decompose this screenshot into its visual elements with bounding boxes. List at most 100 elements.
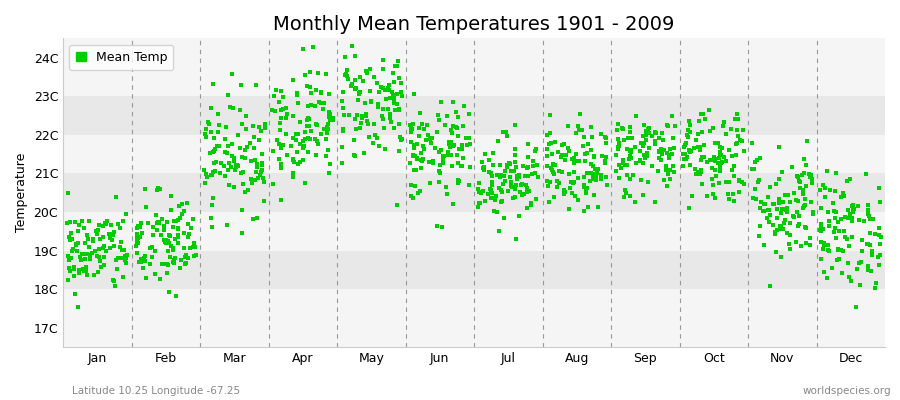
- Point: [568, 192, 582, 199]
- Point: [409, 183, 423, 190]
- Point: [132, 259, 147, 265]
- Point: [652, 135, 667, 141]
- Point: [67, 264, 81, 270]
- Point: [639, 128, 653, 134]
- Point: [635, 140, 650, 146]
- Point: [130, 234, 144, 240]
- Point: [395, 93, 410, 100]
- Point: [874, 234, 888, 240]
- Point: [644, 163, 659, 169]
- Point: [370, 135, 384, 141]
- Point: [482, 156, 496, 163]
- Point: [665, 151, 680, 158]
- Point: [70, 304, 85, 310]
- Point: [435, 224, 449, 230]
- Point: [167, 257, 182, 263]
- Point: [623, 148, 637, 154]
- Point: [211, 110, 225, 117]
- Point: [657, 147, 671, 153]
- Point: [872, 225, 886, 232]
- Point: [422, 180, 436, 186]
- Point: [511, 212, 526, 219]
- Point: [569, 130, 583, 137]
- Point: [340, 73, 355, 79]
- Point: [598, 134, 612, 140]
- Point: [198, 180, 212, 186]
- Point: [212, 129, 226, 135]
- Point: [765, 201, 779, 208]
- Point: [210, 143, 224, 150]
- Point: [714, 159, 728, 166]
- Point: [478, 198, 492, 204]
- Point: [410, 155, 424, 162]
- Point: [274, 161, 289, 167]
- Point: [483, 170, 498, 176]
- Point: [762, 283, 777, 290]
- Point: [648, 198, 662, 205]
- Point: [149, 227, 164, 233]
- Point: [182, 231, 196, 237]
- Point: [861, 213, 876, 220]
- Point: [493, 173, 508, 180]
- Point: [70, 240, 85, 246]
- Point: [96, 223, 111, 229]
- Point: [446, 142, 461, 148]
- Point: [60, 253, 75, 259]
- Bar: [63, 212, 885, 251]
- Point: [382, 86, 396, 93]
- Point: [543, 178, 557, 185]
- Point: [301, 117, 315, 123]
- Point: [717, 119, 732, 126]
- Point: [405, 126, 419, 132]
- Point: [554, 154, 568, 160]
- Point: [301, 102, 315, 109]
- Point: [816, 269, 831, 276]
- Point: [174, 257, 188, 264]
- Point: [472, 199, 487, 206]
- Point: [204, 223, 219, 230]
- Point: [504, 183, 518, 189]
- Point: [565, 190, 580, 196]
- Point: [873, 252, 887, 258]
- Point: [410, 141, 424, 148]
- Point: [83, 256, 97, 262]
- Point: [436, 153, 451, 159]
- Point: [598, 140, 613, 146]
- Point: [64, 254, 78, 261]
- Point: [358, 99, 373, 106]
- Point: [279, 130, 293, 137]
- Point: [789, 209, 804, 216]
- Point: [279, 114, 293, 121]
- Point: [273, 120, 287, 126]
- Point: [770, 215, 784, 222]
- Point: [651, 168, 665, 174]
- Point: [319, 136, 333, 142]
- Point: [611, 136, 625, 142]
- Point: [292, 119, 307, 126]
- Point: [368, 132, 382, 138]
- Point: [697, 110, 711, 117]
- Point: [814, 256, 828, 262]
- Point: [661, 171, 675, 177]
- Point: [464, 140, 478, 147]
- Point: [761, 194, 776, 201]
- Point: [463, 163, 477, 170]
- Point: [637, 152, 652, 158]
- Point: [104, 244, 118, 251]
- Point: [829, 170, 843, 176]
- Point: [347, 53, 362, 59]
- Bar: [63, 96, 885, 135]
- Point: [394, 137, 409, 144]
- Point: [115, 246, 130, 253]
- Point: [588, 171, 602, 178]
- Point: [865, 248, 879, 254]
- Point: [694, 111, 708, 117]
- Point: [270, 137, 284, 143]
- Point: [78, 256, 93, 262]
- Point: [668, 123, 682, 130]
- Point: [326, 116, 340, 123]
- Point: [412, 132, 427, 139]
- Point: [266, 148, 280, 154]
- Point: [372, 89, 386, 96]
- Point: [617, 137, 632, 144]
